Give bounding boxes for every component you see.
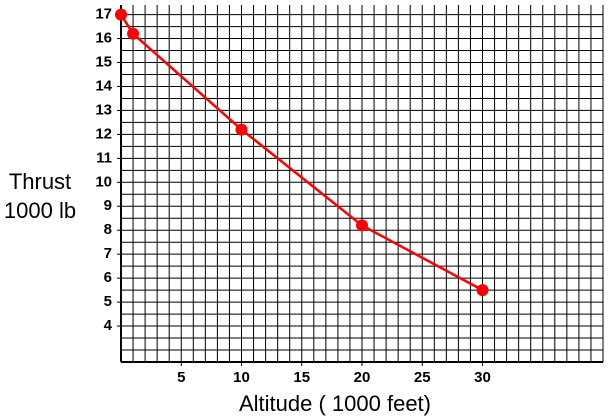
point	[115, 8, 127, 21]
y-tick-label: 14	[95, 77, 112, 94]
x-tick-label: 5	[177, 369, 185, 386]
y-tick-label: 10	[95, 173, 112, 190]
y-axis-label: 1000 lb	[4, 198, 76, 223]
y-tick-label: 16	[95, 30, 112, 47]
y-tick-label: 13	[95, 101, 112, 118]
x-tick-label: 20	[354, 369, 371, 386]
y-tick-label: 7	[104, 245, 112, 262]
y-tick-label: 5	[104, 293, 112, 310]
y-tick-label: 11	[96, 149, 112, 166]
y-tick-label: 15	[95, 53, 112, 70]
x-tick-label: 10	[233, 369, 250, 386]
x-axis-label: Altitude ( 1000 feet)	[239, 391, 431, 416]
y-tick-label: 4	[104, 317, 113, 334]
point	[356, 219, 368, 232]
x-tick-label: 30	[474, 369, 491, 386]
point	[476, 284, 489, 297]
y-tick-label: 9	[104, 197, 112, 214]
y-tick-label: 6	[104, 269, 112, 286]
point	[127, 27, 140, 40]
x-tick-label: 25	[414, 369, 431, 386]
y-tick-label: 17	[95, 6, 112, 23]
y-axis-label: Thrust	[9, 169, 71, 194]
y-tick-label: 8	[104, 221, 112, 238]
y-tick-label: 12	[95, 125, 112, 142]
point	[235, 123, 248, 136]
x-tick-label: 15	[293, 369, 310, 386]
